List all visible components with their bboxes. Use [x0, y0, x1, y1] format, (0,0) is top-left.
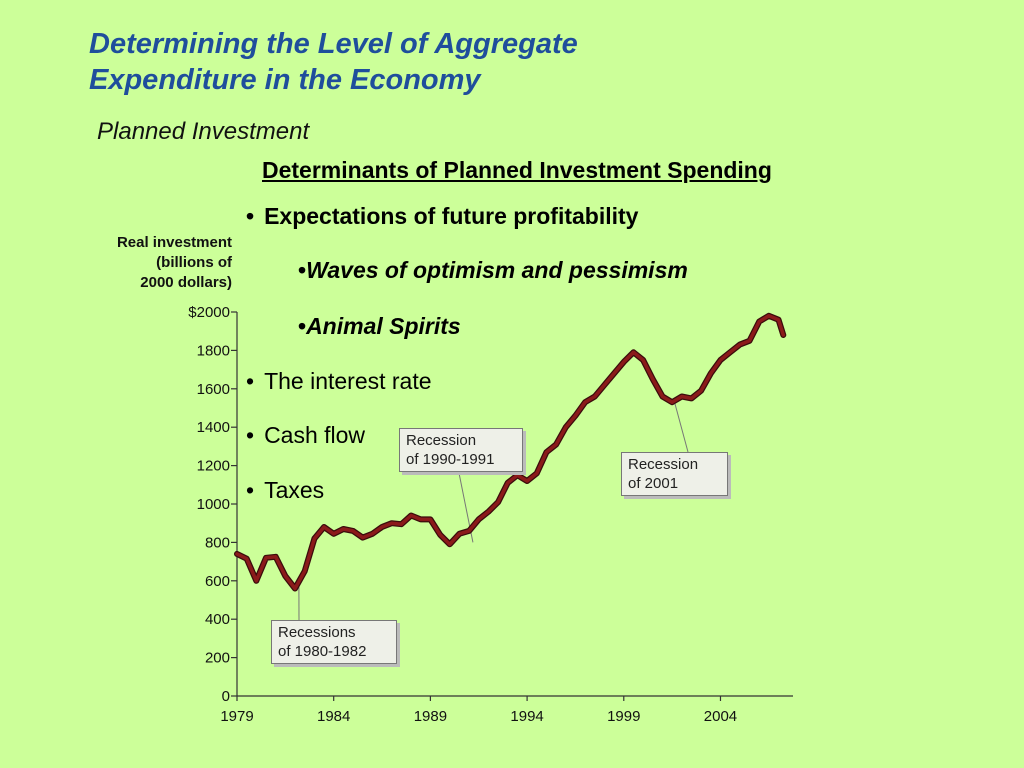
title-line-1: Determining the Level of Aggregate: [89, 28, 578, 60]
bullet-dot: •: [298, 257, 307, 283]
y-tick-label: 1200: [197, 458, 230, 475]
bullet-text: Expectations of future profitability: [264, 203, 639, 229]
annotation-recessions-1980-1982: Recessions of 1980-1982: [271, 620, 397, 664]
series-line-real-investment: [235, 314, 786, 591]
x-tick-label: 1994: [510, 708, 543, 725]
y-tick-label: 400: [205, 611, 230, 628]
x-tick-label: 1984: [317, 708, 350, 725]
series-line: [234, 312, 787, 592]
slide-subtitle: Planned Investment: [97, 118, 310, 145]
y-axis-label-line-3: 2000 dollars): [140, 274, 232, 291]
y-axis-label-line-2: (billions of: [156, 254, 232, 271]
annotation-line-2: of 1980-1982: [278, 643, 367, 660]
annotation-recession-2001: Recession of 2001: [621, 452, 728, 496]
bullet-dot: •: [246, 203, 255, 229]
x-tick-label: 1979: [220, 708, 253, 725]
callout-leader-line: [673, 400, 689, 453]
annotation-recession-1990-1991: Recession of 1990-1991: [399, 428, 523, 472]
bullet-dot: •: [246, 477, 255, 503]
bullet-animal-spirits: •Animal Spirits: [298, 313, 461, 340]
bullet-cash-flow: • Cash flow: [246, 422, 365, 449]
bullet-dot: •: [246, 368, 255, 394]
bullet-expectations: • Expectations of future profitability: [246, 203, 638, 230]
bullet-text: Animal Spirits: [306, 313, 461, 339]
bullet-taxes: • Taxes: [246, 477, 324, 504]
bullet-text: Waves of optimism and pessimism: [306, 257, 688, 283]
annotation-line-2: of 1990-1991: [406, 451, 495, 468]
bullet-waves: •Waves of optimism and pessimism: [298, 257, 688, 284]
annotation-line-1: Recession: [406, 432, 477, 449]
bullet-dot: •: [298, 313, 307, 339]
y-tick-label: 1000: [197, 496, 230, 513]
annotation-line-1: Recession: [628, 456, 699, 473]
chart-axes: 0 200 400 600 800 1000 1200 1400 1600 1800 $2000 19…: [188, 304, 793, 725]
y-tick-label: 1600: [197, 381, 230, 398]
bullet-text: Taxes: [264, 477, 325, 503]
slide-title: Determining the Level of Aggregate Expen…: [89, 26, 789, 98]
bullet-interest-rate: • The interest rate: [246, 368, 432, 395]
y-tick-label: 800: [205, 534, 230, 551]
y-tick-label: $2000: [188, 304, 230, 321]
y-axis-label: Real investment (billions of 2000 dollar…: [96, 233, 232, 293]
y-tick-label: 600: [205, 573, 230, 590]
y-axis-label-line-1: Real investment: [116, 234, 232, 251]
x-tick-label: 1999: [607, 708, 640, 725]
x-tick-label: 2004: [704, 708, 737, 725]
section-heading: Determinants of Planned Investment Spend…: [262, 157, 772, 183]
y-tick-label: 0: [222, 688, 230, 705]
bullet-text: The interest rate: [264, 368, 432, 394]
title-line-2: Expenditure in the Economy: [89, 64, 481, 96]
annotation-line-1: Recessions: [278, 624, 356, 641]
x-tick-label: 1989: [414, 708, 447, 725]
bullet-dot: •: [246, 422, 255, 448]
y-tick-label: 1400: [197, 419, 230, 436]
bullet-text: Cash flow: [264, 422, 366, 448]
y-tick-label: 200: [205, 650, 230, 667]
annotation-line-2: of 2001: [628, 475, 679, 492]
y-tick-label: 1800: [197, 342, 230, 359]
